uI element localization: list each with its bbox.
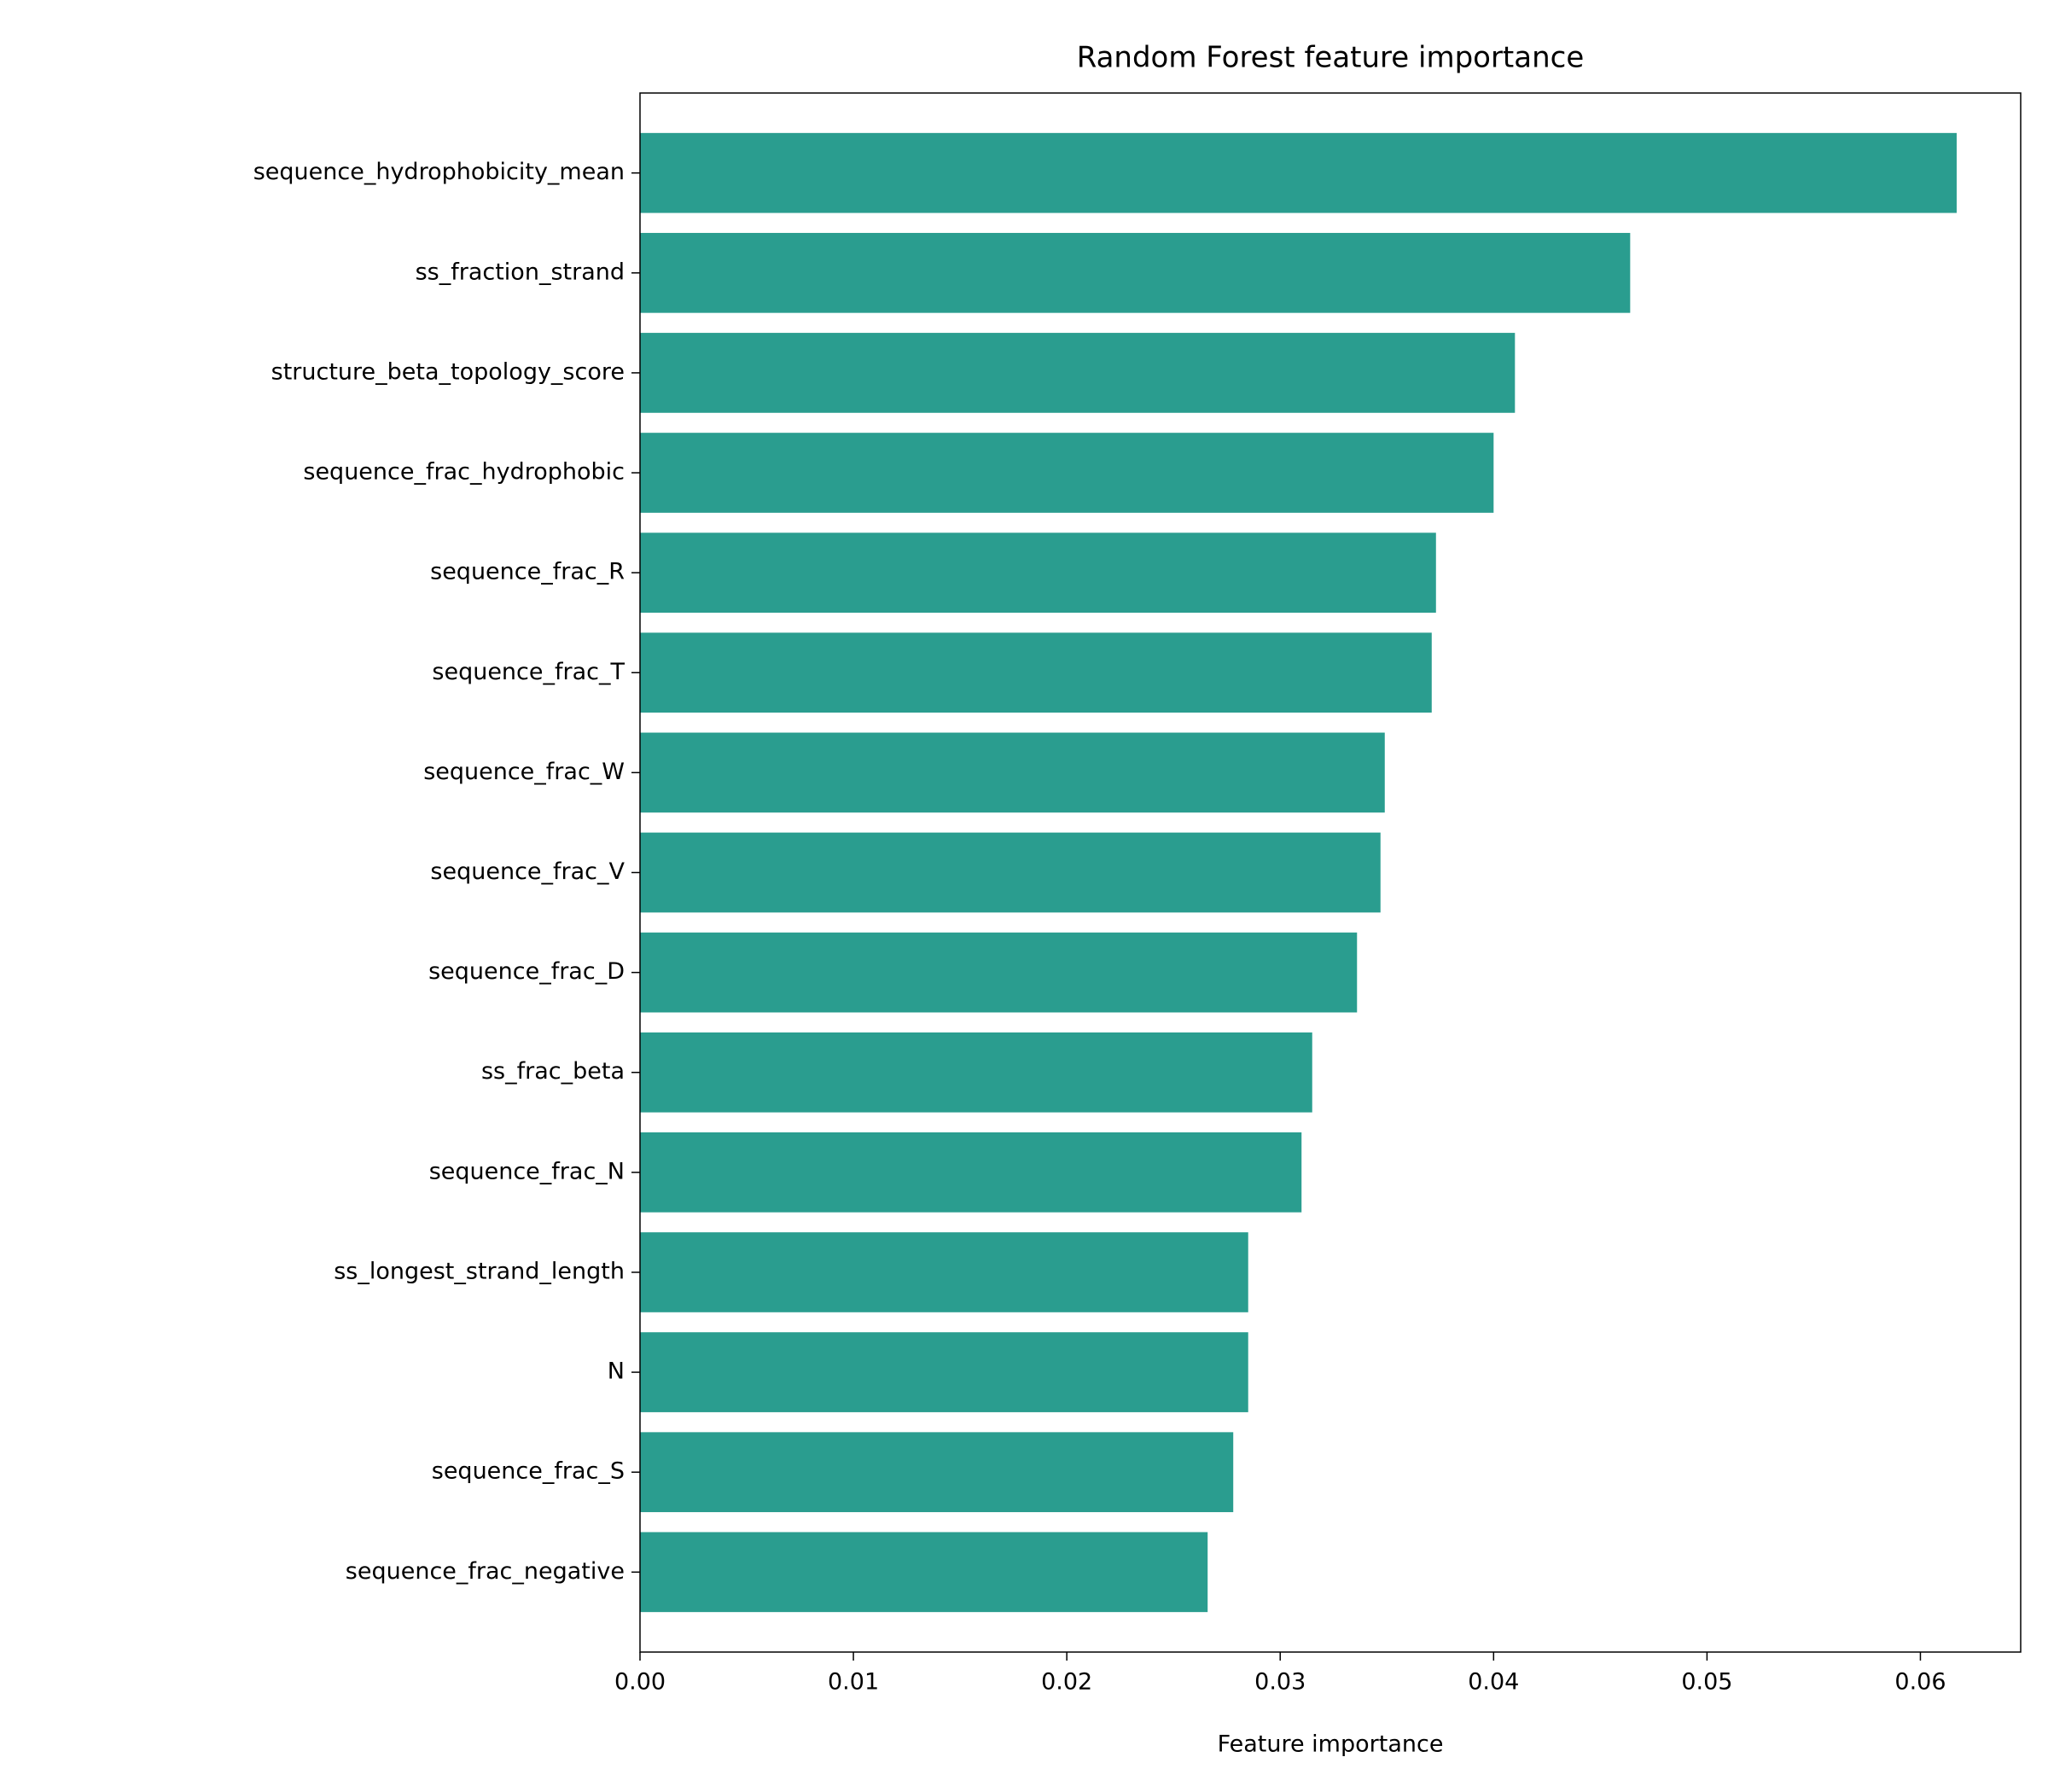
y-tick-label: ss_longest_strand_length: [334, 1258, 625, 1284]
y-tick-label: sequence_frac_hydrophobic: [303, 459, 625, 486]
bar: [640, 1432, 1234, 1513]
x-tick-label: 0.06: [1894, 1669, 1946, 1696]
bar: [640, 732, 1385, 813]
bar: [640, 1232, 1248, 1312]
x-tick-label: 0.03: [1254, 1669, 1306, 1696]
y-tick-label: sequence_frac_T: [432, 659, 625, 685]
bar: [640, 632, 1432, 713]
plot-frame: [639, 92, 2022, 1653]
bar: [640, 132, 1957, 213]
bar: [640, 1332, 1248, 1412]
x-tick-label: 0.01: [828, 1669, 879, 1696]
bar: [640, 932, 1358, 1013]
y-tick-label: sequence_frac_S: [432, 1458, 625, 1485]
y-tick-label: ss_fraction_strand: [416, 259, 625, 285]
y-tick-label: sequence_frac_V: [430, 858, 625, 885]
bar: [640, 1032, 1312, 1113]
x-tick-label: 0.00: [614, 1669, 666, 1696]
y-tick-label: structure_beta_topology_score: [271, 358, 625, 385]
chart-title: Random Forest feature importance: [1077, 41, 1585, 75]
bar: [640, 832, 1381, 913]
x-axis-label: Feature importance: [1218, 1731, 1444, 1758]
y-tick-label: sequence_frac_R: [430, 559, 625, 585]
y-tick-label: sequence_frac_negative: [346, 1558, 625, 1585]
y-tick-label: sequence_frac_D: [428, 958, 625, 985]
x-tick-label: 0.02: [1041, 1669, 1092, 1696]
y-tick-label: sequence_frac_N: [429, 1158, 625, 1184]
x-tick-label: 0.04: [1468, 1669, 1519, 1696]
y-tick-label: sequence_frac_W: [423, 759, 625, 785]
y-tick-label: N: [608, 1359, 625, 1385]
bar: [640, 1132, 1302, 1213]
bar: [640, 333, 1516, 413]
bar: [640, 232, 1631, 313]
bar: [640, 433, 1494, 513]
x-tick-label: 0.05: [1681, 1669, 1732, 1696]
y-tick-label: sequence_hydrophobicity_mean: [253, 159, 625, 185]
bar: [640, 1532, 1208, 1613]
bar: [640, 532, 1436, 613]
y-tick-label: ss_frac_beta: [481, 1058, 625, 1085]
